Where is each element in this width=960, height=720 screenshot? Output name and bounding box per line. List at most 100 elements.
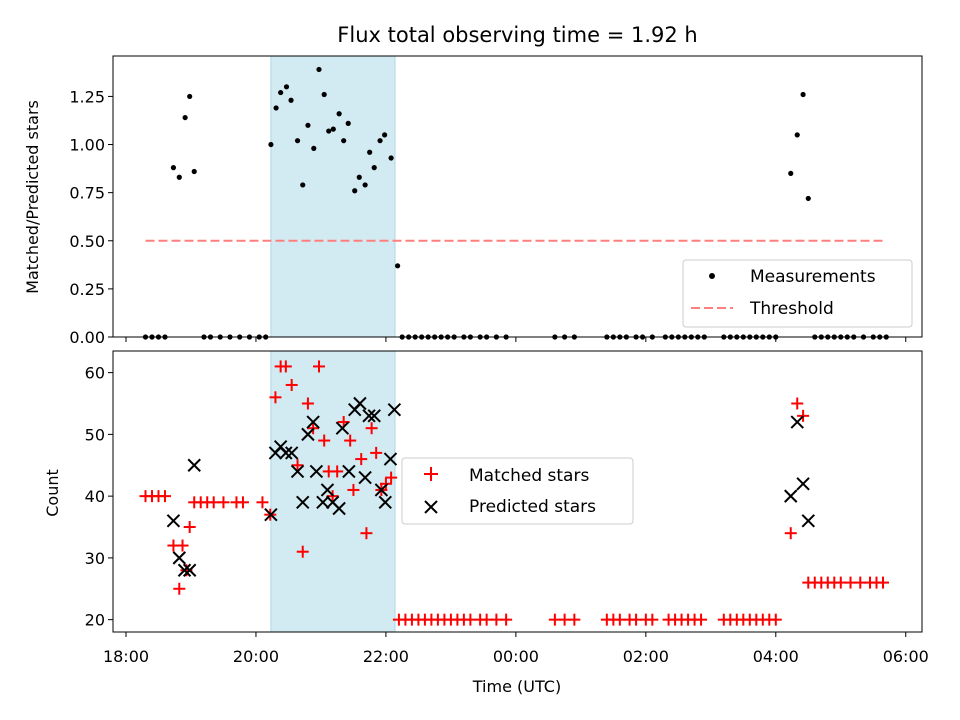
matched-point: [296, 545, 309, 558]
matched-point: [370, 446, 383, 459]
bottom-panel: 20 30 40 50 60 18:00 20:00 22:00 00:00 02:00 04:0…: [43, 350, 929, 696]
measurement-point: [345, 120, 351, 126]
measurement-point: [170, 165, 177, 171]
x-axis-label: Time (UTC): [472, 677, 561, 696]
measurement-point: [367, 149, 373, 155]
measurement-point: [805, 195, 811, 202]
matched-point: [791, 397, 804, 410]
predicted-point: [320, 483, 335, 497]
measurement-point: [794, 132, 800, 138]
predicted-point: [358, 470, 372, 485]
measurement-point: [377, 138, 383, 144]
predicted-point: [316, 495, 330, 510]
matched-point: [365, 422, 378, 435]
measurement-point: [800, 91, 806, 98]
top-y-tick-label: 0.00: [69, 328, 105, 347]
matched-point: [176, 539, 189, 552]
bottom-axes-frame: [112, 350, 923, 633]
legend-threshold-label: Threshold: [749, 299, 834, 319]
legend-predicted-label: Predicted stars: [469, 497, 596, 517]
bottom-y-tick-label: 30: [85, 549, 105, 568]
matched-point: [301, 397, 314, 410]
predicted-point: [335, 421, 350, 435]
measurement-point: [278, 89, 284, 96]
measurement-point: [311, 145, 317, 151]
predicted-point: [296, 495, 310, 510]
predicted-point: [177, 563, 192, 577]
matched-point: [568, 613, 581, 626]
matched-point: [355, 453, 368, 466]
matched-point: [158, 490, 171, 503]
predicted-point: [367, 409, 381, 423]
measurement-point: [316, 66, 322, 73]
measurement-point: [268, 141, 274, 148]
matched-point: [183, 521, 196, 534]
predicted-point: [187, 458, 201, 472]
measurement-point: [191, 168, 197, 175]
predicted-point: [387, 402, 402, 417]
predicted-point: [353, 396, 367, 411]
predicted-point: [801, 514, 815, 528]
x-tick-label: 02:00: [623, 647, 669, 666]
matched-point: [285, 378, 298, 391]
matched-point: [291, 459, 304, 472]
predicted-point: [306, 415, 320, 429]
top-points-layer: [142, 66, 889, 340]
matched-point: [877, 576, 890, 589]
bottom-points-layer: [139, 360, 890, 626]
top-y-label: Matched/Predicted stars: [23, 100, 42, 294]
bottom-y-label: Count: [43, 469, 62, 517]
matched-point: [347, 483, 360, 496]
x-tick-label: 22:00: [363, 647, 409, 666]
predicted-point: [332, 501, 346, 516]
matched-point: [217, 496, 230, 509]
x-tick-label: 04:00: [753, 647, 799, 666]
matched-point: [331, 465, 344, 478]
measurement-point: [187, 93, 193, 100]
top-axes-frame: [112, 55, 923, 338]
chart-title: Flux total observing time = 1.92 h: [337, 23, 697, 47]
top-legend-box: [682, 259, 913, 328]
measurement-point: [356, 174, 362, 180]
matched-point: [318, 434, 331, 447]
top-y-axis: 0.00 0.25 0.50 0.75 1.00 1.25: [69, 87, 113, 347]
predicted-point: [182, 563, 197, 577]
measurement-point: [326, 128, 332, 134]
predicted-point: [172, 551, 186, 565]
bottom-y-tick-label: 50: [85, 425, 105, 444]
predicted-point: [279, 446, 293, 460]
matched-point: [500, 613, 513, 626]
matched-point: [646, 613, 659, 626]
predicted-point: [301, 427, 315, 442]
bottom-x-axis: 18:00 20:00 22:00 00:00 02:00 04:00 06:00: [103, 632, 929, 666]
legend-matched-label: Matched stars: [469, 466, 589, 486]
matched-point: [695, 613, 708, 626]
measurement-point: [388, 155, 394, 161]
matched-point: [360, 527, 373, 540]
measurement-point: [273, 105, 279, 111]
predicted-point: [290, 464, 305, 479]
measurement-point: [300, 182, 306, 188]
x-tick-label: 18:00: [103, 647, 149, 666]
legend-matched-marker: [424, 467, 438, 481]
bottom-y-tick-label: 40: [85, 487, 105, 506]
bottom-legend: Matched stars Predicted stars: [401, 457, 634, 525]
predicted-point: [264, 507, 278, 522]
measurement-point: [336, 111, 342, 117]
predicted-point: [342, 464, 356, 479]
predicted-point: [383, 452, 398, 466]
predicted-point: [362, 409, 376, 423]
measurement-point: [288, 97, 294, 103]
predicted-point: [790, 415, 804, 429]
predicted-point: [166, 514, 181, 528]
matched-point: [312, 360, 325, 373]
bottom-y-tick-label: 20: [85, 611, 105, 630]
matched-point: [173, 582, 186, 595]
matched-point: [269, 391, 282, 404]
measurement-point: [371, 165, 377, 171]
top-y-tick-label: 0.50: [69, 232, 105, 251]
x-tick-label: 06:00: [883, 647, 929, 666]
matched-point: [379, 477, 392, 490]
x-tick-label: 00:00: [493, 647, 539, 666]
